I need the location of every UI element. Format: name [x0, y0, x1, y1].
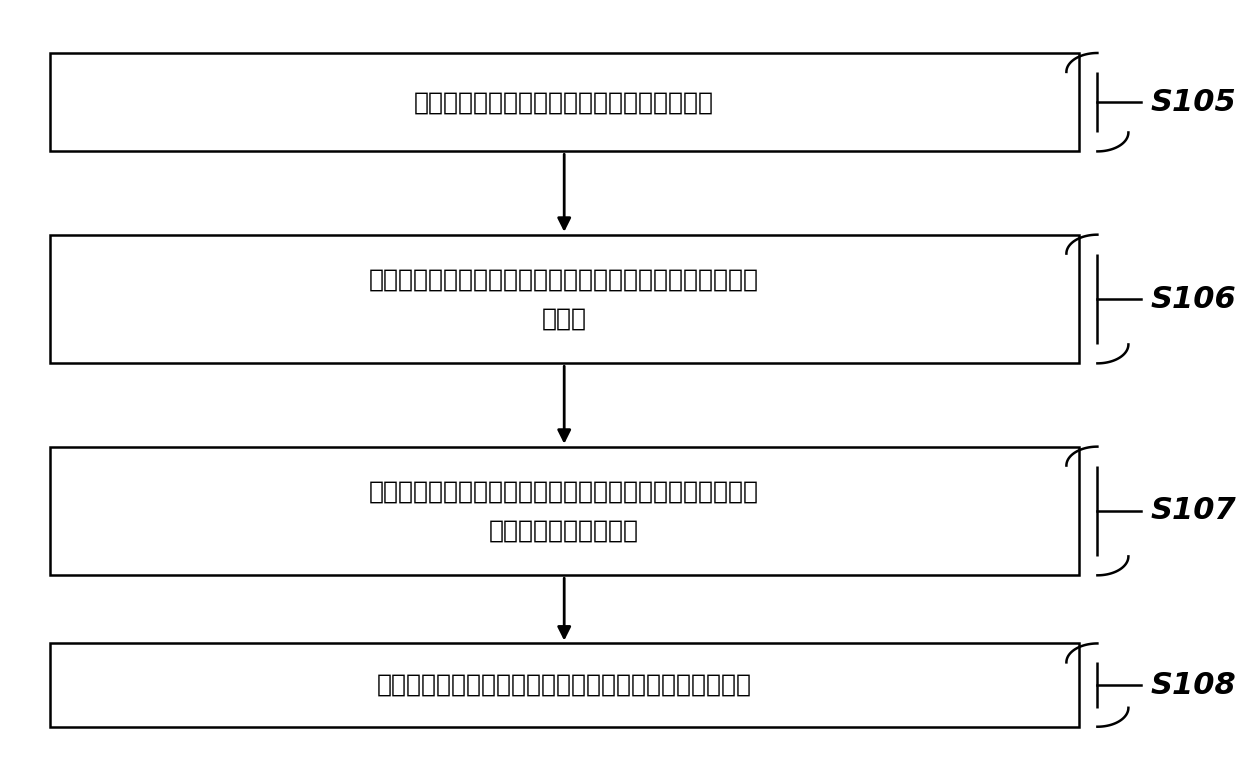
- Bar: [50, 447, 1079, 575]
- Text: S106: S106: [1151, 285, 1236, 313]
- Bar: [50, 643, 1079, 727]
- Bar: [50, 235, 1079, 363]
- Text: 利用数据增强后的数据进行训练得到所述边缘线识别模型: 利用数据增强后的数据进行训练得到所述边缘线识别模型: [377, 673, 751, 697]
- Text: 获取基于预扫描得到的脊柱的多个样本定位图: 获取基于预扫描得到的脊柱的多个样本定位图: [414, 90, 714, 114]
- Text: S105: S105: [1151, 88, 1236, 117]
- Text: 对包含上边缘线和下边缘线的样本定位图像进行数据增强，
得到数据增强后的数据: 对包含上边缘线和下边缘线的样本定位图像进行数据增强， 得到数据增强后的数据: [370, 479, 759, 543]
- Bar: [50, 53, 1079, 151]
- Text: S108: S108: [1151, 671, 1236, 699]
- Text: S107: S107: [1151, 497, 1236, 525]
- Text: 获取针对每个样本定位图像中各脊椎块标记的上边缘线和下
边缘线: 获取针对每个样本定位图像中各脊椎块标记的上边缘线和下 边缘线: [370, 267, 759, 331]
